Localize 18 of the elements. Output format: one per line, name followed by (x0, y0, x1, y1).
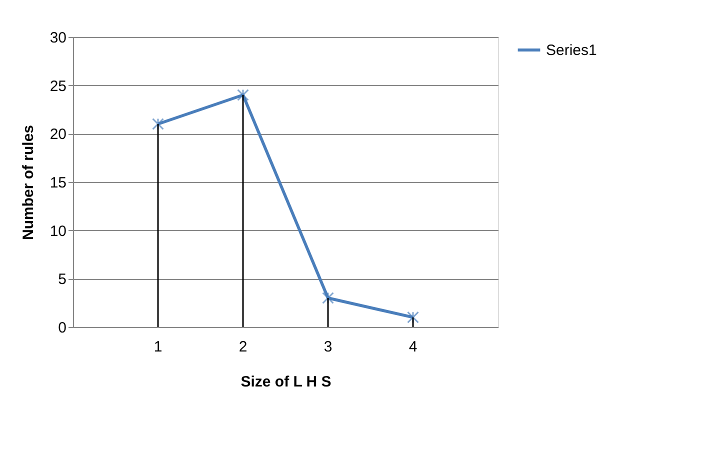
y-tick-label: 5 (58, 271, 66, 288)
y-tick-label: 10 (50, 222, 66, 240)
x-tick-label: 3 (324, 338, 332, 356)
y-tick-label: 25 (50, 78, 66, 95)
y-tick-label: 30 (50, 30, 66, 46)
y-tick-label: 20 (50, 126, 66, 144)
x-tick-label: 2 (238, 338, 248, 356)
point (152, 118, 164, 130)
legend-label: Series1 (546, 42, 597, 59)
y-tick-label: 15 (50, 174, 66, 192)
y-tick-label: 0 (58, 320, 66, 336)
x-tick-label: 4 (408, 338, 418, 356)
point (407, 311, 419, 324)
x-axis-title: Size of L H S (240, 374, 332, 390)
point (322, 292, 334, 304)
y-axis-title: Number of rules (20, 124, 37, 240)
point (237, 89, 249, 101)
x-tick-label: 1 (154, 338, 162, 356)
